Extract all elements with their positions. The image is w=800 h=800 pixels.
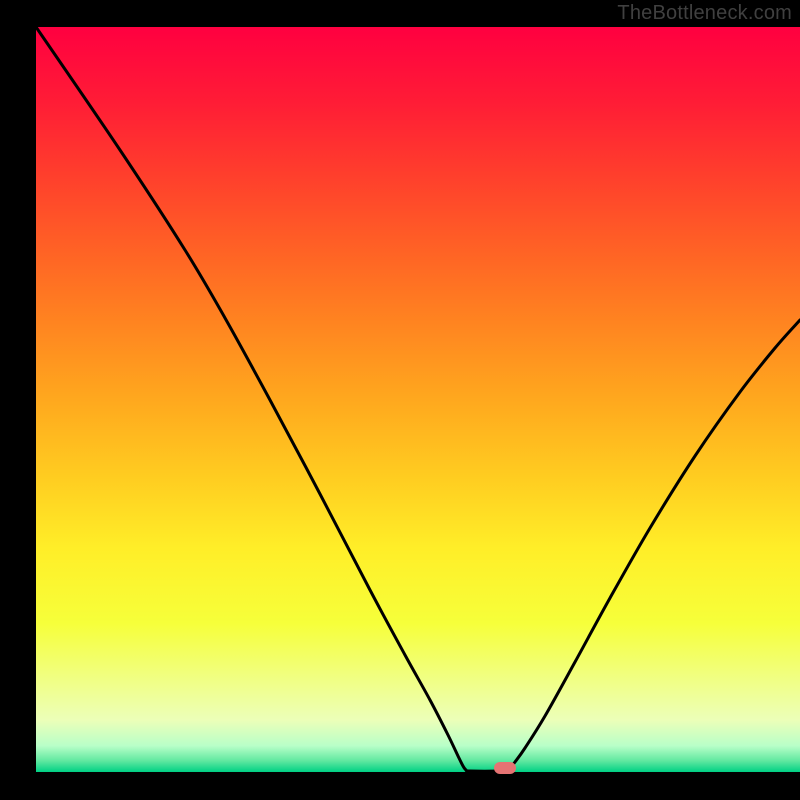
- bottleneck-chart: [0, 0, 800, 800]
- optimum-marker: [494, 762, 516, 774]
- plot-left-border: [0, 0, 36, 800]
- plot-bottom-border: [0, 772, 800, 800]
- watermark-text: TheBottleneck.com: [617, 2, 792, 25]
- gradient-background: [36, 27, 800, 772]
- chart-stage: TheBottleneck.com: [0, 0, 800, 800]
